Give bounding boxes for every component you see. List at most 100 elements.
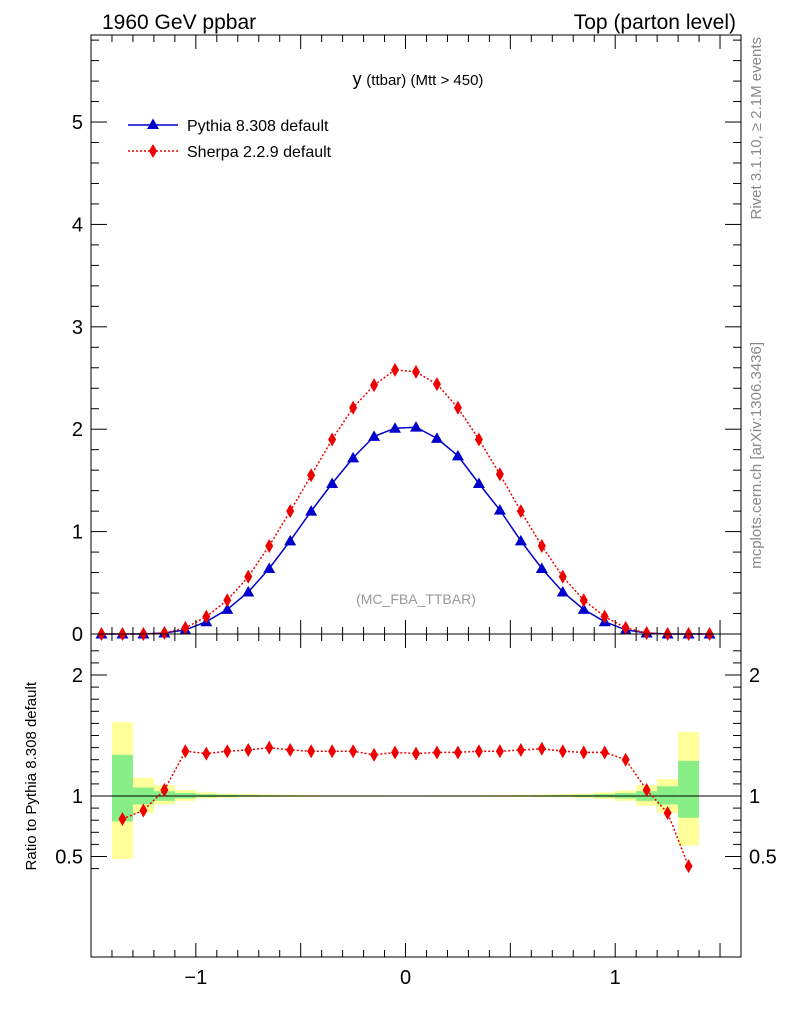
ratio-point <box>160 782 169 797</box>
x-tick-label: −1 <box>184 967 207 989</box>
series-0-point <box>577 603 590 614</box>
ratio-y-tick-label-left: 1 <box>72 786 83 808</box>
ratio-point <box>600 745 609 760</box>
series-0-point <box>284 534 297 546</box>
series-1-point <box>621 620 630 635</box>
ratio-point <box>474 744 483 759</box>
rivet-info-label: Rivet 3.1.10, ≥ 2.1M events <box>748 37 765 220</box>
mcplots-label: mcplots.cern.ch [arXiv:1306.3436] <box>748 342 765 569</box>
series-1-point <box>579 593 588 608</box>
legend-sherpa-label: Sherpa 2.2.9 default <box>187 144 332 161</box>
main-y-tick-label: 0 <box>72 624 83 646</box>
ratio-point <box>558 744 567 759</box>
header-right-label: Top (parton level) <box>574 11 736 34</box>
ratio-y-tick-label-right: 0.5 <box>749 847 777 869</box>
series-line-1 <box>101 369 710 635</box>
main-y-tick-label: 4 <box>72 214 83 236</box>
series-1-point <box>495 467 504 482</box>
x-tick-label: 1 <box>610 967 621 989</box>
ratio-point <box>223 744 232 759</box>
series-1-point <box>537 538 546 553</box>
uncertainty-band-green <box>678 760 700 818</box>
series-0-point <box>556 586 569 597</box>
main-chart-title: y (ttbar) (Mtt > 450) <box>353 69 484 89</box>
ratio-point <box>579 745 588 760</box>
ratio-point <box>432 745 441 760</box>
ratio-point <box>139 803 148 818</box>
series-1-point <box>244 569 253 584</box>
ratio-point <box>663 805 672 820</box>
series-0-point <box>221 603 234 614</box>
series-0-point <box>305 505 318 516</box>
title-rest: (ttbar) (Mtt > 450) <box>366 72 483 89</box>
series-1-point <box>286 504 295 519</box>
legend-sherpa-marker <box>149 144 157 158</box>
ratio-point <box>412 746 420 761</box>
series-1-point <box>181 620 190 635</box>
series-1-point <box>558 569 567 584</box>
series-1-point <box>349 400 358 415</box>
ratio-point <box>118 811 127 826</box>
legend-pythia-label: Pythia 8.308 default <box>187 118 329 135</box>
ratio-point <box>307 744 316 759</box>
series-1-point <box>202 609 211 624</box>
ratio-point <box>328 744 337 759</box>
legend-pythia-marker <box>147 118 159 129</box>
series-0-point <box>242 586 255 597</box>
series-1-point <box>391 362 400 377</box>
legend: Pythia 8.308 default Sherpa 2.2.9 defaul… <box>128 118 332 161</box>
ratio-point <box>349 744 358 759</box>
series-0-point <box>389 422 402 433</box>
series-1-point <box>412 364 420 379</box>
ratio-point <box>516 743 525 758</box>
ratio-point <box>495 744 504 759</box>
main-y-tick-label: 3 <box>72 317 83 339</box>
series-1-point <box>474 432 483 447</box>
series-1-point <box>600 609 609 624</box>
analysis-watermark: (MC_FBA_TTBAR) <box>356 591 476 607</box>
ratio-point <box>642 782 651 797</box>
x-tick-label: 0 <box>400 967 411 989</box>
series-1-point <box>642 625 651 640</box>
ratio-panel: 0.5 0.5 1 1 2 2 −1 0 1 Ratio to Pythia 8.308 def… <box>23 633 777 989</box>
ratio-y-tick-label-right: 2 <box>749 665 760 687</box>
ratio-point <box>286 743 295 758</box>
series-0-point <box>451 449 464 461</box>
ratio-point <box>391 745 400 760</box>
ratio-point <box>370 747 379 762</box>
title-main: y <box>353 69 362 89</box>
series-1-point <box>265 538 274 553</box>
ratio-series-line <box>122 746 690 867</box>
main-y-tick-label: 5 <box>72 112 83 134</box>
uncertainty-band-green <box>657 786 679 805</box>
main-y-tick-label: 2 <box>72 419 83 441</box>
ratio-point <box>453 745 462 760</box>
ratio-point <box>181 744 190 759</box>
ratio-y-axis-label: Ratio to Pythia 8.308 default <box>23 681 40 870</box>
series-1-point <box>307 468 316 483</box>
series-0-point <box>430 432 443 443</box>
ratio-point <box>621 752 630 767</box>
ratio-point <box>265 740 274 755</box>
series-0-point <box>514 534 527 546</box>
series-0-point <box>493 504 506 515</box>
series-0-point <box>263 562 276 573</box>
ratio-y-tick-label-left: 2 <box>72 665 83 687</box>
series-1-point <box>453 400 462 415</box>
series-0-point <box>535 562 548 573</box>
series-0-point <box>368 430 381 441</box>
ratio-y-tick-label-right: 1 <box>749 786 760 808</box>
series-0-point <box>472 477 485 488</box>
header-left-label: 1960 GeV ppbar <box>102 11 256 34</box>
ratio-y-tick-label-left: 0.5 <box>55 847 83 869</box>
series-1-point <box>432 377 441 392</box>
series-1-point <box>328 432 337 447</box>
series-0-point <box>326 477 339 488</box>
ratio-point <box>684 859 693 874</box>
ratio-point <box>244 743 253 758</box>
uncertainty-band-green <box>111 754 133 822</box>
series-0-point <box>347 451 360 463</box>
ratio-point <box>537 741 546 756</box>
series-0-point <box>410 421 422 432</box>
